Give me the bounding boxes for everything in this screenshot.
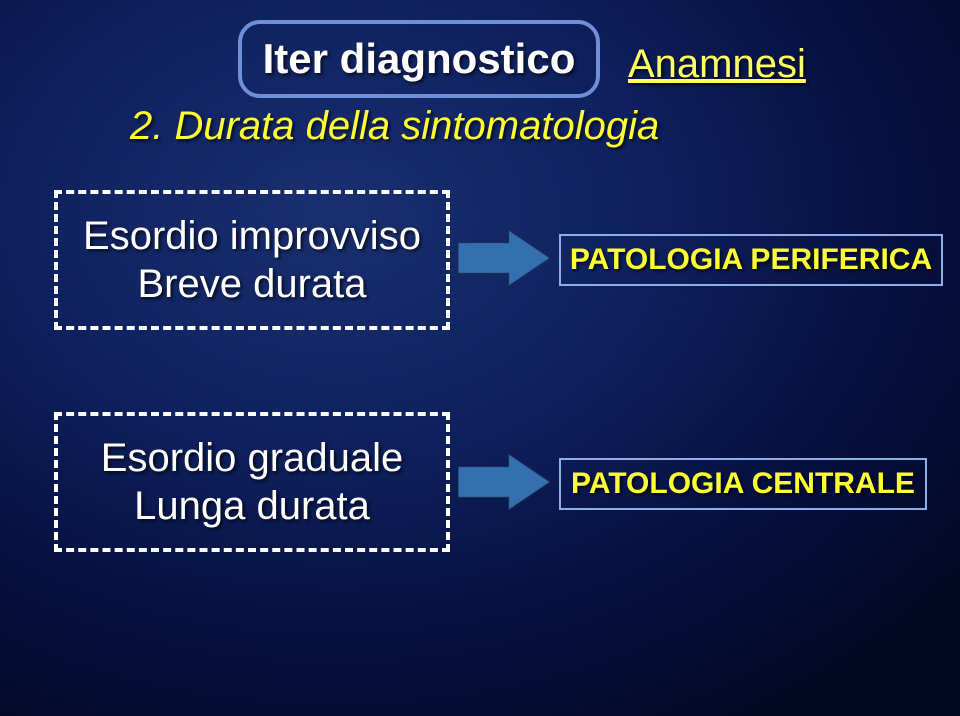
anamnesi-label: Anamnesi bbox=[628, 42, 806, 87]
result-text: PATOLOGIA PERIFERICA bbox=[570, 243, 932, 277]
result-text: PATOLOGIA CENTRALE bbox=[571, 467, 915, 501]
result-patologia-periferica: PATOLOGIA PERIFERICA bbox=[559, 234, 943, 286]
box-esordio-graduale: Esordio graduale Lunga durata bbox=[54, 412, 450, 552]
title-text: Iter diagnostico bbox=[263, 35, 576, 83]
box-line: Lunga durata bbox=[134, 482, 370, 530]
title-box: Iter diagnostico bbox=[238, 20, 600, 98]
slide-content: Iter diagnostico Anamnesi 2. Durata dell… bbox=[0, 0, 960, 716]
arrow-right-icon bbox=[458, 454, 550, 510]
box-line: Esordio improvviso bbox=[83, 212, 421, 260]
arrow-right-icon bbox=[458, 230, 550, 286]
subtitle: 2. Durata della sintomatologia bbox=[130, 104, 659, 149]
box-esordio-improvviso: Esordio improvviso Breve durata bbox=[54, 190, 450, 330]
box-line: Breve durata bbox=[137, 260, 366, 308]
box-line: Esordio graduale bbox=[101, 434, 403, 482]
result-patologia-centrale: PATOLOGIA CENTRALE bbox=[559, 458, 927, 510]
